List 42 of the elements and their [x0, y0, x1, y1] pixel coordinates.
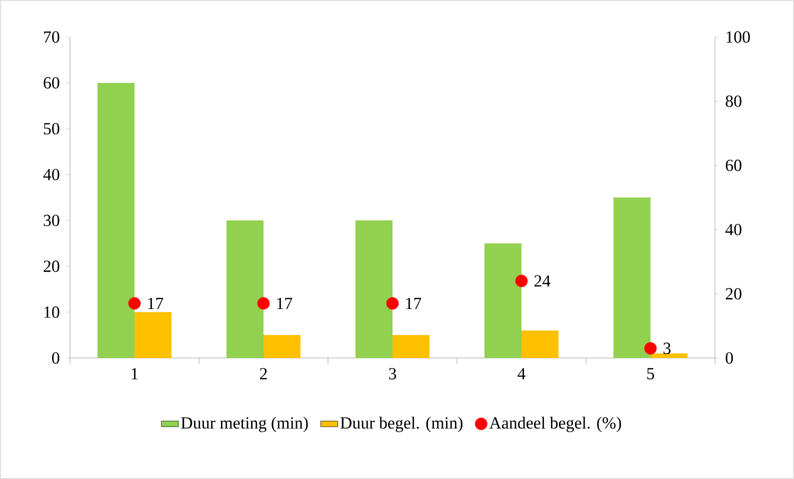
data-label: 17 — [406, 298, 422, 310]
point — [515, 274, 528, 288]
y2-tick-label: 80 — [726, 95, 742, 107]
y-tick-label: 0 — [52, 352, 60, 364]
y-tick-label: 70 — [44, 31, 60, 43]
legend-label: Duur meting (min) — [181, 416, 308, 432]
x-tick-label: 3 — [389, 368, 396, 380]
x-tick-label: 1 — [132, 368, 138, 380]
bar — [392, 335, 430, 358]
bar — [650, 353, 688, 358]
bar — [356, 220, 393, 358]
y2-tick-label: 20 — [726, 288, 742, 300]
y2-tick-label: 60 — [726, 160, 742, 172]
bar — [522, 330, 559, 358]
y-tick-label: 50 — [44, 122, 60, 134]
y2-tick-label: 100 — [726, 31, 750, 43]
data-label: 3 — [664, 342, 671, 354]
legend-label: Aandeel begel. (%) — [489, 416, 622, 432]
y-tick-label: 20 — [44, 260, 60, 272]
y-tick-label: 10 — [44, 306, 60, 318]
x-tick-label: 5 — [647, 368, 654, 380]
bar — [264, 335, 301, 358]
data-label: 17 — [148, 298, 164, 310]
point — [257, 297, 270, 310]
y2-tick-label: 40 — [725, 224, 742, 236]
y-tick-label: 30 — [44, 214, 60, 226]
x-tick-label: 4 — [518, 368, 526, 380]
legend-label: Duur begel. (min) — [340, 416, 462, 432]
point — [128, 297, 141, 310]
bar — [226, 220, 264, 358]
y-tick-label: 40 — [43, 168, 60, 180]
bar — [484, 243, 522, 358]
bar — [134, 312, 172, 358]
x-tick-label: 2 — [260, 368, 267, 380]
point — [644, 342, 657, 355]
data-label: 24 — [534, 275, 550, 287]
y-tick-label: 60 — [44, 77, 60, 89]
bar — [614, 197, 651, 358]
y2-tick-label: 0 — [726, 352, 733, 364]
point — [386, 297, 399, 310]
bar — [98, 82, 135, 358]
data-label: 17 — [277, 298, 292, 310]
